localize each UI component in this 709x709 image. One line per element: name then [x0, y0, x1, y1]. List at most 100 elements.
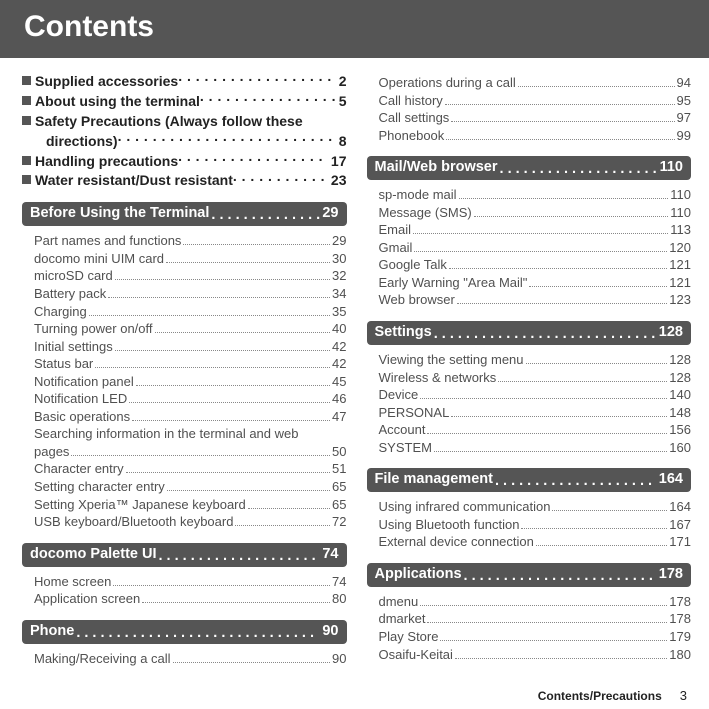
toc-page: 46 — [332, 390, 346, 408]
leader-dots — [457, 303, 667, 304]
toc-line: sp-mode mail110 — [367, 186, 692, 204]
leader-dots — [126, 472, 330, 473]
bullet-item: Handling precautions 17 — [22, 152, 347, 171]
toc-text: Basic operations — [34, 408, 130, 426]
square-bullet-icon — [22, 76, 31, 85]
toc-text: Status bar — [34, 355, 93, 373]
toc-page: 34 — [332, 285, 346, 303]
toc-line: Home screen74 — [22, 573, 347, 591]
toc-text: Part names and functions — [34, 232, 181, 250]
leader-dots — [76, 623, 320, 641]
toc-line: Basic operations47 — [22, 408, 347, 426]
leader-dots — [495, 471, 657, 489]
leader-dots — [498, 381, 667, 382]
toc-page: 74 — [332, 573, 346, 591]
leader-dots — [115, 279, 330, 280]
toc-line: Operations during a call94 — [367, 74, 692, 92]
bullet-item: Safety Precautions (Always follow these — [22, 112, 347, 131]
toc-page: 42 — [332, 338, 346, 356]
leader-dots — [235, 525, 330, 526]
toc-text: dmenu — [379, 593, 419, 611]
toc-text: SYSTEM — [379, 439, 432, 457]
bullet-page: 2 — [335, 72, 347, 91]
toc-page: 51 — [332, 460, 346, 478]
toc-page: 128 — [669, 369, 691, 387]
toc-text: Early Warning "Area Mail" — [379, 274, 528, 292]
toc-text: Character entry — [34, 460, 124, 478]
leader-dots — [464, 566, 657, 584]
bullet-label: Water resistant/Dust resistant — [35, 171, 233, 190]
toc-line: Initial settings42 — [22, 338, 347, 356]
toc-line: Account156 — [367, 421, 692, 439]
bullet-item-cont: directions) 8 — [22, 132, 347, 151]
toc-line: Osaifu-Keitai180 — [367, 646, 692, 664]
toc-text: Battery pack — [34, 285, 106, 303]
toc-text: Message (SMS) — [379, 204, 472, 222]
right-column: Operations during a call94Call history95… — [367, 72, 692, 667]
toc-page: 160 — [669, 439, 691, 457]
toc-line: Notification LED46 — [22, 390, 347, 408]
leader-dots — [427, 433, 667, 434]
toc-page: 121 — [669, 256, 691, 274]
leader-dots — [526, 363, 668, 364]
toc-page: 65 — [332, 478, 346, 496]
leader-dots — [451, 416, 667, 417]
leader-dots — [440, 640, 667, 641]
section-title: Applications — [375, 566, 462, 584]
footer-label: Contents/Precautions — [538, 689, 662, 703]
section-page: 178 — [659, 566, 683, 584]
toc-page: 121 — [669, 274, 691, 292]
leader-dots — [451, 121, 674, 122]
section-items: Viewing the setting menu128Wireless & ne… — [367, 351, 692, 456]
section-title: Settings — [375, 324, 432, 342]
toc-text: Email — [379, 221, 412, 239]
toc-text: Making/Receiving a call — [34, 650, 171, 668]
toc-line: Setting Xperia™ Japanese keyboard 65 — [22, 496, 347, 514]
leader-dots — [459, 198, 669, 199]
bullet-page: 17 — [327, 152, 347, 171]
section-page: 110 — [660, 159, 683, 177]
toc-page: 97 — [677, 109, 691, 127]
leader-dots — [500, 159, 658, 177]
section-heading: Settings 128 — [367, 321, 692, 345]
toc-page: 128 — [669, 351, 691, 369]
leader-dots — [449, 268, 667, 269]
toc-page: 65 — [332, 496, 346, 514]
toc-text: Setting Xperia™ Japanese keyboard — [34, 496, 246, 514]
leader-dots — [455, 658, 667, 659]
toc-text: Osaifu-Keitai — [379, 646, 453, 664]
toc-line: Character entry 51 — [22, 460, 347, 478]
leader-dots — [434, 451, 667, 452]
leader-dots — [178, 72, 335, 86]
toc-page: 42 — [332, 355, 346, 373]
toc-page: 171 — [669, 533, 691, 551]
section-page: 74 — [322, 546, 338, 564]
leader-dots — [445, 104, 675, 105]
leader-dots — [427, 622, 667, 623]
section-items: dmenu178dmarket178Play Store179Osaifu-Ke… — [367, 593, 692, 663]
section-page: 128 — [659, 324, 683, 342]
toc-page: 156 — [669, 421, 691, 439]
leader-dots — [71, 455, 330, 456]
leader-dots — [155, 332, 331, 333]
page-title: Contents — [24, 10, 685, 44]
square-bullet-icon — [22, 175, 31, 184]
section-items: Part names and functions29docomo mini UI… — [22, 232, 347, 530]
toc-line: Early Warning "Area Mail" 121 — [367, 274, 692, 292]
toc-page: 113 — [670, 221, 691, 239]
toc-line: Turning power on/off40 — [22, 320, 347, 338]
toc-text: Operations during a call — [379, 74, 516, 92]
toc-page: 179 — [669, 628, 691, 646]
toc-text: Call history — [379, 92, 443, 110]
bullet-label: Handling precautions — [35, 152, 178, 171]
leader-dots — [248, 508, 330, 509]
footer-page-number: 3 — [680, 688, 687, 703]
toc-line: Notification panel45 — [22, 373, 347, 391]
leader-dots — [521, 528, 667, 529]
leader-dots — [95, 367, 330, 368]
toc-line: Making/Receiving a call90 — [22, 650, 347, 668]
leader-dots — [108, 297, 330, 298]
toc-page: 29 — [332, 232, 346, 250]
bullet-label: Supplied accessories — [35, 72, 178, 91]
bullet-page: 8 — [335, 132, 347, 151]
